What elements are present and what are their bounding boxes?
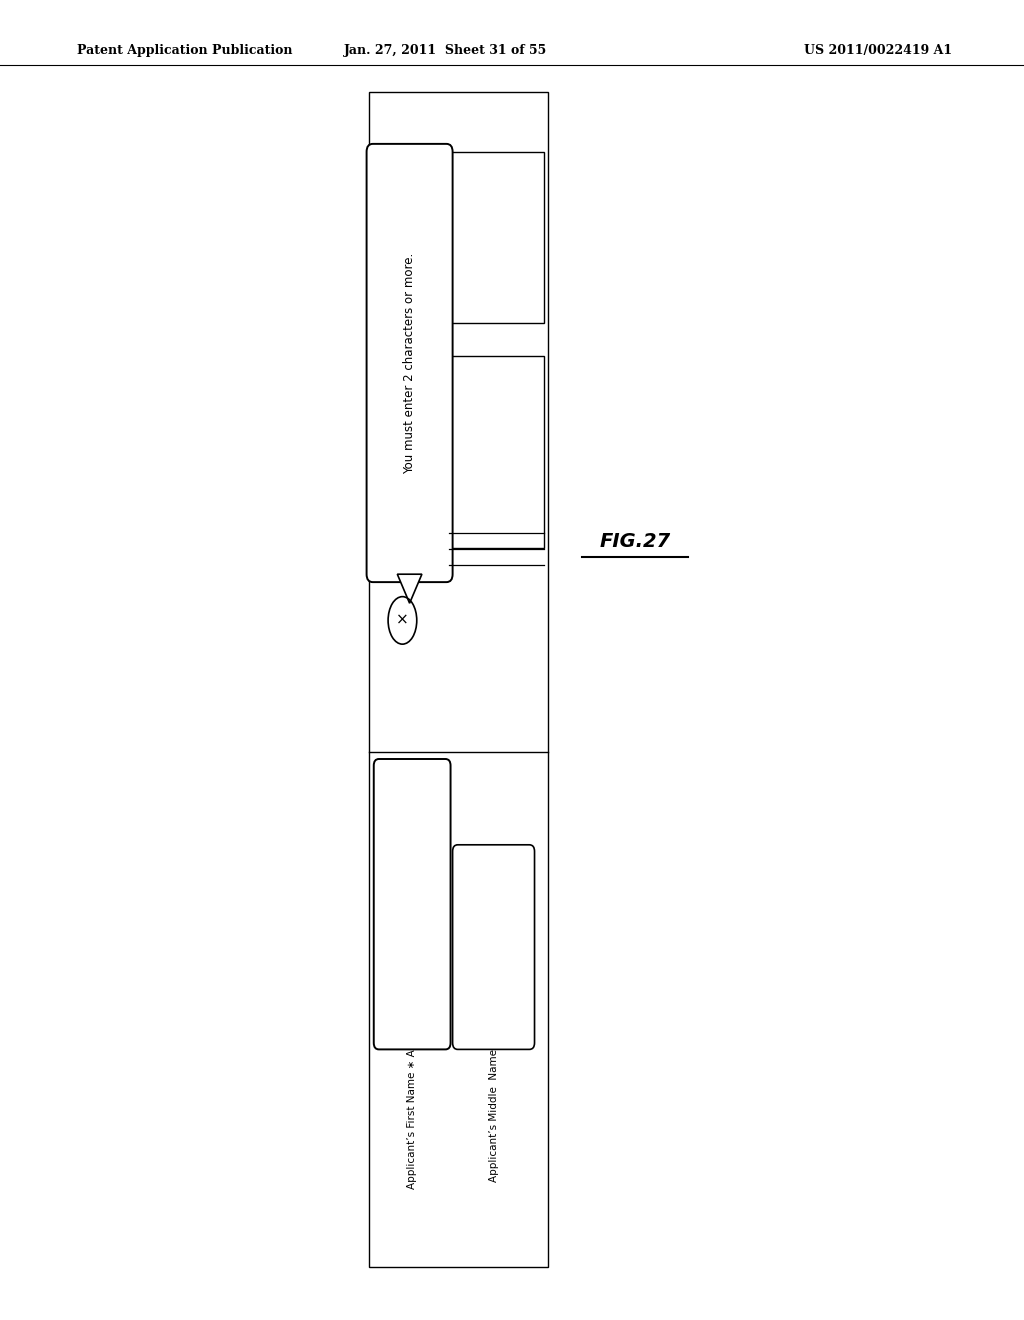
FancyBboxPatch shape xyxy=(367,144,453,582)
Bar xyxy=(369,92,548,1267)
Text: FIG.27: FIG.27 xyxy=(599,532,671,550)
Polygon shape xyxy=(397,574,422,603)
Text: You must enter 2 characters or more.: You must enter 2 characters or more. xyxy=(403,252,416,474)
Text: Applicant’s First Name ∗ A: Applicant’s First Name ∗ A xyxy=(408,1049,417,1189)
Text: ×: × xyxy=(396,612,409,628)
Text: Patent Application Publication: Patent Application Publication xyxy=(77,44,292,57)
FancyBboxPatch shape xyxy=(374,759,451,1049)
Bar xyxy=(449,356,544,548)
Bar xyxy=(449,152,544,323)
Text: Jan. 27, 2011  Sheet 31 of 55: Jan. 27, 2011 Sheet 31 of 55 xyxy=(344,44,547,57)
Text: Applicant’s Middle  Name: Applicant’s Middle Name xyxy=(488,1049,499,1183)
FancyBboxPatch shape xyxy=(453,845,535,1049)
Text: US 2011/0022419 A1: US 2011/0022419 A1 xyxy=(804,44,952,57)
